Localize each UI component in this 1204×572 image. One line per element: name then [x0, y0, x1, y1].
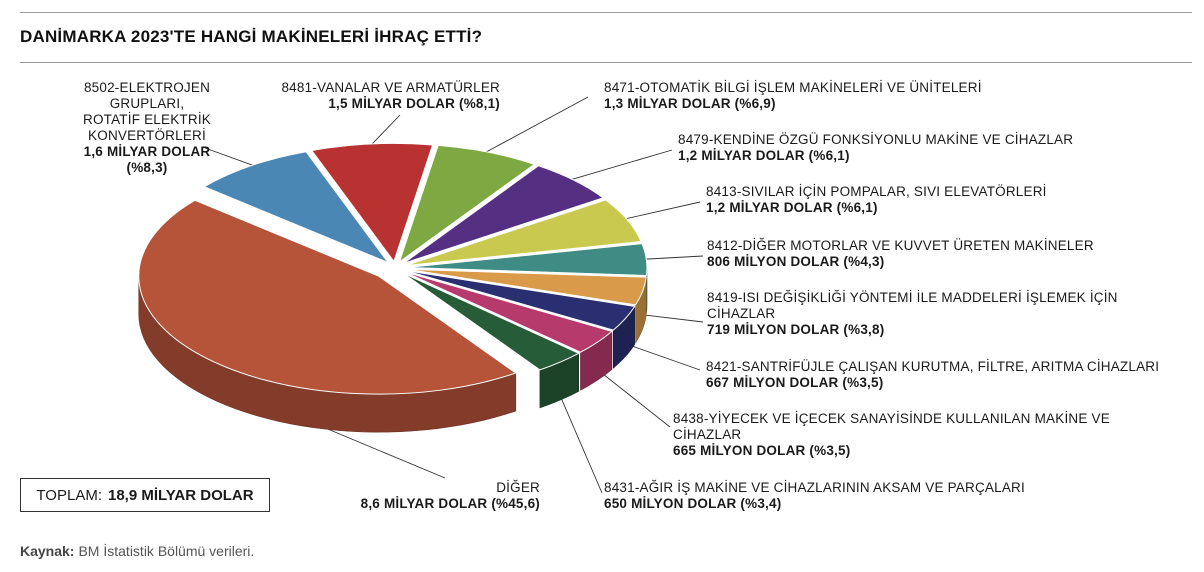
label-8502-line1: 8502-ELEKTROJEN [83, 80, 211, 95]
label-8412-value: 806 MİLYON DOLAR (%4,3) [707, 254, 885, 269]
pie-slice-8481 [310, 142, 434, 263]
label-8471: 8471-OTOMATİK BİLGİ İŞLEM MAKİNELERİ VE … [604, 80, 1064, 112]
label-8479-value: 1,2 MİLYAR DOLAR (%6,1) [678, 148, 850, 163]
total-box: TOPLAM: 18,9 MİLYAR DOLAR [20, 478, 270, 512]
pie-slice-diger [138, 199, 517, 395]
label-8419-line1: 8419-ISI DEĞİŞİKLİĞİ YÖNTEMİ İLE MADDELE… [707, 290, 1118, 305]
total-value: 18,9 MİLYAR DOLAR [107, 486, 254, 504]
label-8421-value: 667 MİLYON DOLAR (%3,5) [706, 375, 884, 390]
label-8419: 8419-ISI DEĞİŞİKLİĞİ YÖNTEMİ İLE MADDELE… [707, 290, 1187, 338]
label-8413-name: 8413-SIVILAR İÇİN POMPALAR, SIVI ELEVATÖ… [706, 184, 1047, 199]
label-8481: 8481-VANALAR VE ARMATÜRLER 1,5 MİLYAR DO… [270, 80, 500, 112]
leader-line-8479 [568, 149, 673, 181]
label-8471-value: 1,3 MİLYAR DOLAR (%6,9) [604, 96, 776, 111]
title-rule [20, 62, 1192, 63]
label-8502-share: (%8,3) [126, 160, 168, 175]
source-note: Kaynak: BM İstatistik Bölümü verileri. [20, 543, 254, 559]
pie-slice-8412 [406, 243, 648, 276]
pie-slice-8438 [404, 271, 614, 353]
label-8479-name: 8479-KENDİNE ÖZGÜ FONKSİYONLU MAKİNE VE … [678, 132, 1074, 147]
pie-slices [138, 142, 648, 395]
pie-slice-8421 [405, 270, 636, 331]
label-8413: 8413-SIVILAR İÇİN POMPALAR, SIVI ELEVATÖ… [706, 184, 1146, 216]
label-8431-value: 650 MİLYON DOLAR (%3,4) [604, 496, 782, 511]
pie-slice-8431 [402, 272, 580, 371]
top-rule [20, 12, 1192, 13]
leader-line-8413 [620, 201, 701, 221]
label-8502-line3: ROTATİF ELEKTRİK [83, 112, 211, 127]
pie-slice-8413 [405, 199, 642, 266]
leader-line-8412 [639, 255, 704, 260]
label-8438-value: 665 MİLYON DOLAR (%3,5) [673, 443, 851, 458]
label-8479: 8479-KENDİNE ÖZGÜ FONKSİYONLU MAKİNE VE … [678, 132, 1138, 164]
pie-slice-8479 [403, 165, 605, 264]
leader-line-8431 [555, 384, 603, 494]
chart-title: DANİMARKA 2023'TE HANGİ MAKİNELERİ İHRAÇ… [20, 27, 483, 46]
label-8413-value: 1,2 MİLYAR DOLAR (%6,1) [706, 200, 878, 215]
label-8438-line1: 8438-YİYECEK VE İÇECEK SANAYİSİNDE KULLA… [673, 411, 1110, 426]
label-diger: DİĞER 8,6 MİLYAR DOLAR (%45,6) [300, 480, 540, 512]
leader-line-8471 [485, 96, 589, 153]
label-8438-line2: CİHAZLAR [673, 427, 742, 442]
label-8502: 8502-ELEKTROJEN GRUPLARI, ROTATİF ELEKTR… [62, 80, 232, 176]
label-8502-line4: KONVERTÖRLERİ [88, 128, 206, 143]
label-8412-name: 8412-DİĞER MOTORLAR VE KUVVET ÜRETEN MAK… [707, 238, 1094, 253]
label-8431-name: 8431-AĞIR İŞ MAKİNE VE CİHAZLARININ AKSA… [604, 480, 1025, 495]
label-8431: 8431-AĞIR İŞ MAKİNE VE CİHAZLARININ AKSA… [604, 480, 1084, 512]
leader-line-8419 [635, 313, 704, 323]
source-label: Kaynak: [20, 543, 75, 559]
label-diger-value: 8,6 MİLYAR DOLAR (%45,6) [360, 496, 540, 511]
label-8419-value: 719 MİLYON DOLAR (%3,8) [707, 322, 885, 337]
label-8502-value: 1,6 MİLYAR DOLAR [83, 144, 211, 159]
label-diger-name: DİĞER [496, 480, 540, 495]
label-8481-value: 1,5 MİLYAR DOLAR (%8,1) [328, 96, 500, 111]
pie-slice-8419 [406, 268, 647, 306]
label-8481-name: 8481-VANALAR VE ARMATÜRLER [281, 80, 500, 95]
label-8419-line2: CİHAZLAR [707, 306, 776, 321]
source-text: BM İstatistik Bölümü verileri. [78, 543, 255, 559]
label-8502-line2: GRUPLARI, [109, 96, 185, 111]
leader-line-8502 [204, 147, 255, 167]
pie-slice-8471 [398, 144, 536, 264]
pie-slice-8502 [203, 151, 390, 264]
label-8412: 8412-DİĞER MOTORLAR VE KUVVET ÜRETEN MAK… [707, 238, 1167, 270]
total-label: TOPLAM: [36, 486, 102, 504]
label-8438: 8438-YİYECEK VE İÇECEK SANAYİSİNDE KULLA… [673, 411, 1173, 459]
label-8421: 8421-SANTRİFÜJLE ÇALIŞAN KURUTMA, FİLTRE… [706, 359, 1198, 391]
label-8421-name: 8421-SANTRİFÜJLE ÇALIŞAN KURUTMA, FİLTRE… [706, 359, 1160, 374]
leader-line-8481 [371, 114, 401, 145]
label-8471-name: 8471-OTOMATİK BİLGİ İŞLEM MAKİNELERİ VE … [604, 80, 982, 95]
